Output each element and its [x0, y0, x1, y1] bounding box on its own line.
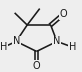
Text: H: H — [69, 42, 76, 52]
Text: H: H — [0, 42, 7, 52]
Text: O: O — [59, 9, 67, 19]
Text: O: O — [33, 61, 40, 71]
Text: N: N — [13, 36, 20, 46]
Text: N: N — [53, 36, 61, 46]
